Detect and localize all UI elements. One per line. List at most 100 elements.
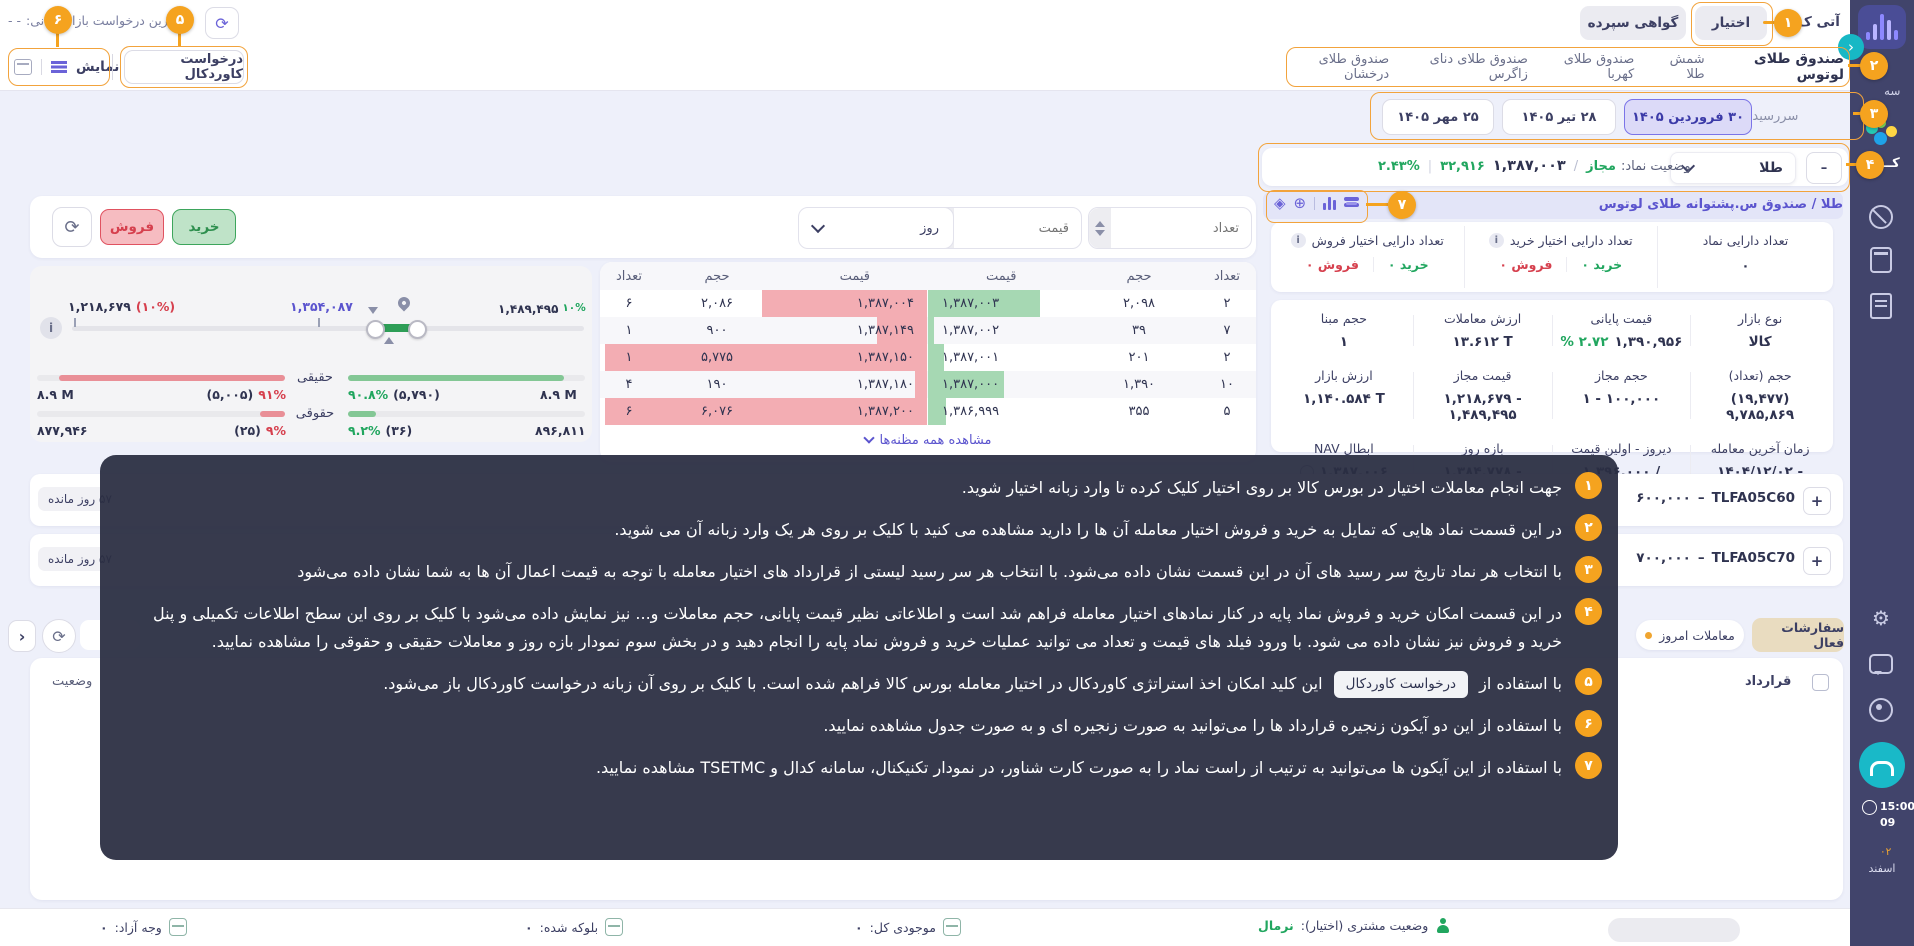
blocked-balance: بلوکه شده: ۰	[525, 918, 624, 936]
range-handle-right[interactable]	[408, 320, 427, 339]
blocked-balance-label: بلوکه شده:	[539, 919, 599, 935]
orderbook-row[interactable]: ۱ ۵,۷۷۵ ۱,۳۸۷,۱۵۰ ۱,۳۸۷,۰۰۱ ۲۰۱ ۲	[600, 344, 1256, 371]
today-trades-label: معاملات امروز	[1659, 627, 1735, 643]
validity-value: روز	[920, 220, 939, 236]
tab-deposit-certificate[interactable]: گواهی سپرده	[1580, 6, 1686, 40]
range-high-pct: ۱۰%	[562, 302, 586, 314]
refresh-table-button[interactable]: ⟳	[42, 619, 76, 653]
fund-tab-shemsh[interactable]: شمش طلا	[1669, 52, 1705, 82]
tsetmc-icon[interactable]: ◈	[1274, 194, 1286, 212]
tutorial-item-4: ۴ در این قسمت امکان خرید و فروش نماد پای…	[126, 598, 1602, 656]
view-label: نمایش	[76, 59, 120, 75]
expand-contract-button[interactable]: +	[1803, 547, 1831, 575]
gear-icon[interactable]: ⚙	[1872, 606, 1890, 630]
calculator-icon[interactable]	[1869, 247, 1893, 273]
stat-allowed-volume: حجم مجاز ۱ - ۱۰۰,۰۰۰	[1582, 368, 1661, 407]
fund-tab-kahroba[interactable]: صندوق طلای کهربا	[1563, 52, 1635, 82]
symbol-select[interactable]: طلا	[1670, 152, 1796, 184]
restricted-icon[interactable]	[1869, 205, 1893, 229]
codal-icon[interactable]: ⊕	[1293, 194, 1307, 212]
marker-up-icon	[384, 337, 394, 344]
stat-allowed-price: قیمت مجاز ۱,۲۱۸,۶۷۹ - ۱,۴۸۹,۴۹۵	[1443, 368, 1522, 423]
orderbook-row[interactable]: ۶ ۲,۰۸۶ ۱,۳۸۷,۰۰۴ ۱,۳۸۷,۰۰۳ ۲,۰۹۸ ۲	[600, 290, 1256, 317]
real-clients-label: حقیقی	[297, 370, 333, 385]
info-icon[interactable]: i	[1290, 233, 1306, 248]
chat-icon[interactable]	[1869, 652, 1893, 676]
legal-buy-fill	[348, 411, 377, 417]
free-balance: وجه آزاد: ۰	[100, 918, 187, 936]
covered-call-button[interactable]: درخواست کاوردکال	[124, 50, 244, 84]
support-fab[interactable]	[1859, 742, 1905, 788]
orderbook-row[interactable]: ۱ ۹۰۰ ۱,۳۸۷,۱۴۹ ۱,۳۸۷,۰۰۲ ۳۹ ۷	[600, 317, 1256, 344]
marker-down-icon	[368, 307, 378, 314]
sell-button[interactable]: فروش	[100, 209, 164, 245]
expand-contract-button[interactable]: +	[1803, 487, 1831, 515]
divider	[41, 59, 42, 75]
today-trades-toggle[interactable]: معاملات امروز	[1636, 620, 1744, 650]
last-request: آخرین درخواست بازارگردانی: - -	[8, 13, 180, 28]
col-sell-vol: حجم	[704, 268, 730, 284]
holdings-card: تعداد دارایی نماد ۰ تعداد دارایی اختیار …	[1271, 222, 1833, 292]
tutorial-text: جهت انجام معاملات اختیار در بورس کالا بر…	[961, 478, 1562, 497]
refresh-requests-button[interactable]: ⟳	[205, 7, 239, 39]
contract-column-header: قرارداد	[1745, 674, 1792, 689]
range-high-value: ۱,۴۸۹,۴۹۵	[498, 302, 559, 316]
table-view-icon[interactable]	[14, 59, 32, 75]
col-sell-price: قیمت	[839, 268, 870, 284]
sell-depth-bar	[876, 317, 927, 344]
quantity-input[interactable]	[1110, 220, 1251, 236]
collapse-button[interactable]: –	[1806, 152, 1842, 184]
quantity-field[interactable]	[1088, 207, 1252, 249]
maturity-date-active[interactable]: ۳۰ فروردین ۱۴۰۵	[1624, 99, 1752, 135]
info-icon[interactable]: i	[1488, 233, 1504, 248]
fund-tabs: صندوق طلای لوتوس شمش طلا صندوق طلای کهرب…	[1292, 50, 1854, 84]
refresh-order-button[interactable]: ⟳	[52, 207, 92, 247]
profile-icon[interactable]	[1869, 698, 1893, 722]
info-icon[interactable]: i	[40, 317, 62, 339]
covered-call-inline-button[interactable]: درخواست کاوردکال	[1333, 670, 1469, 699]
tutorial-text: با انتخاب هر نماد تاریخ سر رسید های آن د…	[297, 562, 1562, 581]
range-handle-left[interactable]	[366, 320, 385, 339]
orderbook-row[interactable]: ۴ ۱۹۰ ۱,۳۸۷,۱۸۰ ۱,۳۸۷,۰۰۰ ۱,۳۹۰ ۱۰	[600, 371, 1256, 398]
maturity-date-3[interactable]: ۲۵ مهر ۱۴۰۵	[1382, 99, 1494, 135]
range-low-label: ۱,۲۱۸,۶۷۹ (۱۰%)	[68, 299, 175, 314]
fund-tab-lotus[interactable]: صندوق طلای لوتوس	[1753, 51, 1844, 83]
orderbook-card: تعداد حجم قیمت قیمت حجم تعداد ۶ ۲,۰۸۶ ۱,۳…	[600, 262, 1256, 462]
fund-tab-zagros[interactable]: صندوق طلای دنای زاگرس	[1429, 52, 1528, 82]
active-orders-toggle[interactable]: سفارشات فعال	[1752, 618, 1844, 652]
chain-view-icon[interactable]	[51, 61, 67, 73]
fund-tab-derakhshan[interactable]: صندوق طلای درخشان	[1318, 52, 1390, 82]
technical-chart-icon[interactable]	[1323, 197, 1337, 210]
receipt-icon[interactable]	[1869, 293, 1893, 319]
price-input[interactable]	[953, 220, 1081, 236]
sidebar: ‹ سه کـــالا ⚙ 15:00 09 ۰۲ اسفند	[1838, 0, 1914, 946]
page-back-button[interactable]: ‹	[8, 620, 36, 652]
show-all-quotes-link[interactable]: مشاهده همه مظنه‌ها	[600, 425, 1256, 455]
floating-card-icon[interactable]	[1344, 197, 1360, 210]
price-field[interactable]	[932, 207, 1082, 249]
orderbook-row[interactable]: ۶ ۶,۰۷۶ ۱,۳۸۷,۲۰۰ ۱,۳۸۶,۹۹۹ ۳۵۵ ۵	[600, 398, 1256, 425]
select-all-checkbox[interactable]	[1812, 674, 1829, 691]
range-selected[interactable]	[374, 324, 416, 332]
cash-icon	[168, 918, 187, 936]
validity-select[interactable]: روز	[798, 207, 954, 249]
tutorial-badge-1: ۱	[1774, 9, 1802, 37]
tutorial-item-3: ۳ با انتخاب هر نماد تاریخ سر رسید های آن…	[126, 556, 1602, 586]
col-buy-vol: حجم	[1126, 268, 1152, 284]
tutorial-badge: ۵	[1575, 668, 1602, 695]
symbol-name: طلا	[1759, 160, 1783, 176]
contract-strike: ۷۰۰,۰۰۰	[1636, 550, 1691, 566]
maturity-date-2[interactable]: ۲۸ تیر ۱۴۰۵	[1502, 99, 1616, 135]
user-pill[interactable]	[1608, 918, 1740, 942]
symbol-status: وضعیت نماد: مجاز	[1586, 159, 1690, 174]
buy-depth-bar	[928, 290, 1041, 317]
quantity-stepper[interactable]	[1089, 208, 1111, 248]
buy-button[interactable]: خرید	[172, 209, 236, 245]
app-logo[interactable]	[1858, 5, 1906, 49]
tab-options[interactable]: اختیار	[1695, 6, 1767, 40]
symbol-last-price: ۱,۳۸۷,۰۰۳	[1492, 158, 1566, 174]
tab-ati[interactable]: آتی ک	[1798, 14, 1840, 30]
collapse-sidebar-button[interactable]: ‹	[1838, 34, 1864, 60]
contract-symbol: TLFA05C60	[1711, 490, 1795, 506]
chevron-down-icon	[862, 432, 875, 444]
